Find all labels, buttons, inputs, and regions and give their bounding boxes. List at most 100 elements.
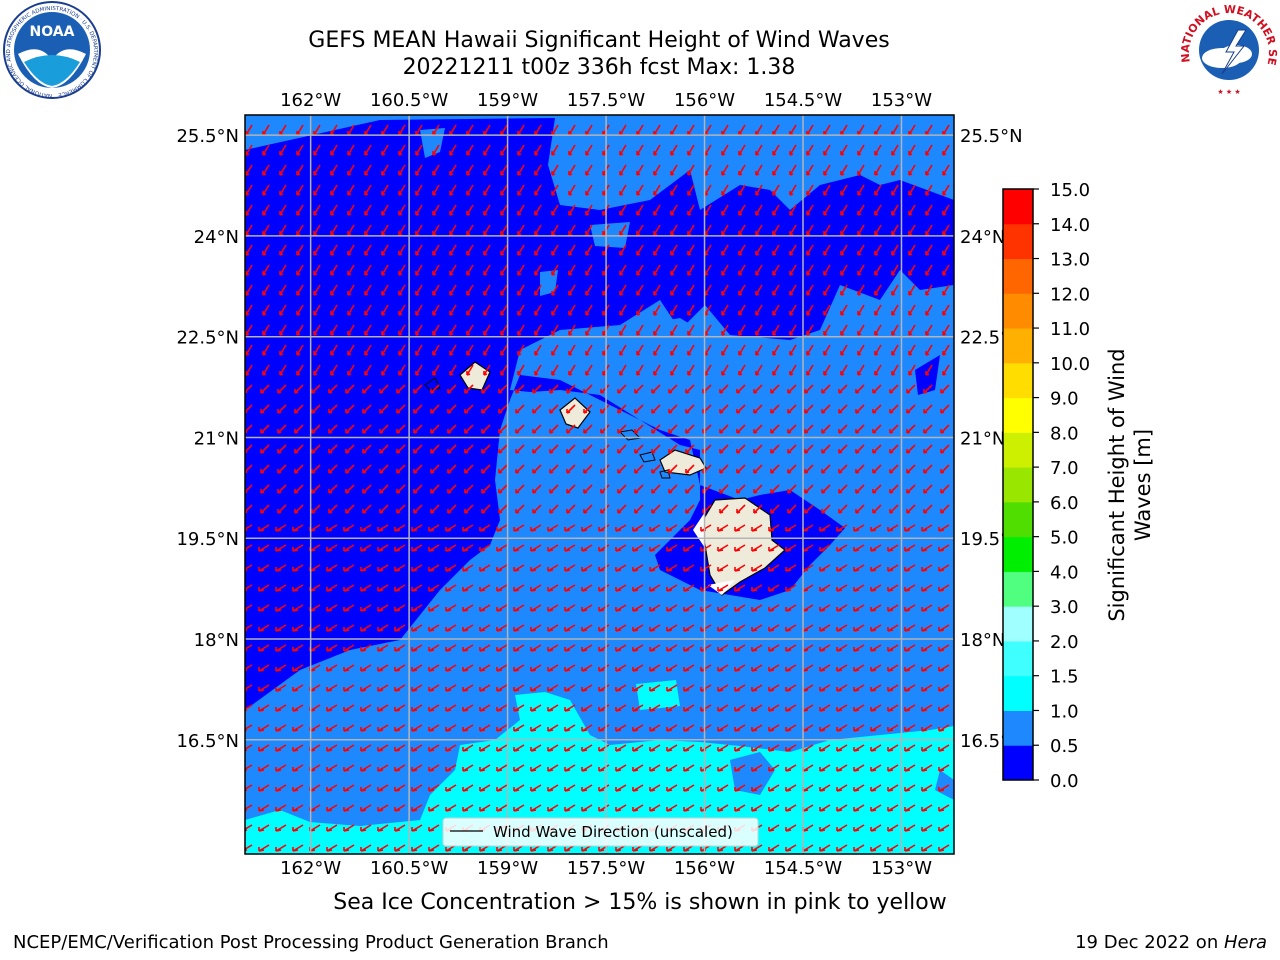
- wind-arrow: [294, 484, 304, 494]
- wind-arrow: [717, 624, 729, 632]
- wind-arrow: [857, 204, 865, 216]
- wind-arrow: [717, 724, 729, 732]
- wind-arrow: [598, 744, 610, 752]
- wind-arrow: [464, 424, 474, 434]
- wind-arrow: [921, 644, 933, 652]
- wind-arrow: [789, 204, 797, 216]
- wind-arrow: [479, 804, 491, 812]
- wind-arrow: [581, 524, 593, 532]
- wind-arrow: [411, 844, 423, 852]
- wind-arrow: [275, 664, 287, 672]
- lat-tick-label-right: 21°N: [960, 428, 1005, 449]
- wind-arrow: [853, 524, 865, 532]
- wind-arrow: [292, 764, 304, 772]
- wind-arrow: [449, 224, 457, 236]
- wind-arrow: [447, 404, 457, 414]
- wind-arrow: [666, 744, 678, 752]
- wind-arrow: [819, 724, 831, 732]
- wind-arrow: [925, 244, 933, 256]
- wind-arrow: [619, 324, 627, 336]
- wind-arrow: [432, 244, 440, 256]
- wind-arrow: [687, 344, 695, 356]
- wind-arrow: [496, 804, 508, 812]
- wind-arrow: [891, 184, 899, 196]
- wind-arrow: [432, 264, 440, 276]
- wind-arrow: [432, 224, 440, 236]
- wind-arrow: [364, 304, 372, 316]
- wind-arrow: [464, 464, 474, 474]
- wind-arrow: [415, 344, 423, 356]
- wind-arrow: [530, 724, 542, 732]
- wind-arrow: [498, 444, 508, 454]
- wind-arrow: [398, 284, 406, 296]
- wind-arrow: [411, 824, 423, 832]
- wind-arrow: [753, 404, 763, 414]
- wind-arrow: [838, 404, 848, 414]
- wind-arrow: [738, 204, 746, 216]
- wind-arrow: [534, 224, 542, 236]
- lat-tick-label-left: 25.5°N: [176, 126, 239, 147]
- wind-arrow: [619, 224, 627, 236]
- wind-arrow: [275, 584, 287, 592]
- wind-arrow: [683, 544, 695, 552]
- wind-arrow: [683, 744, 695, 752]
- wind-arrow: [649, 724, 661, 732]
- wind-arrow: [649, 664, 661, 672]
- wind-arrow: [938, 704, 950, 712]
- wind-arrow: [823, 224, 831, 236]
- wind-arrow: [343, 724, 355, 732]
- wind-arrow: [751, 524, 763, 532]
- wind-arrow: [311, 404, 321, 414]
- wind-arrow: [326, 604, 338, 612]
- wind-arrow: [853, 764, 865, 772]
- wind-arrow: [785, 704, 797, 712]
- wind-arrow: [326, 824, 338, 832]
- wind-arrow: [551, 324, 559, 336]
- wind-arrow: [768, 704, 780, 712]
- wind-arrow: [498, 424, 508, 434]
- wind-arrow: [821, 404, 831, 414]
- wind-arrow: [260, 504, 270, 514]
- wind-arrow: [530, 704, 542, 712]
- wind-arrow: [687, 364, 695, 376]
- wind-arrow: [411, 524, 423, 532]
- wind-arrow: [275, 524, 287, 532]
- wind-arrow: [360, 824, 372, 832]
- wind-arrow: [823, 304, 831, 316]
- lat-tick-label-left: 16.5°N: [176, 731, 239, 752]
- wind-arrow: [668, 384, 678, 394]
- wind-arrow: [819, 824, 831, 832]
- colorbar-label-line1: Significant Height of Wind: [1105, 348, 1129, 621]
- wind-arrow: [330, 144, 338, 156]
- wind-arrow: [617, 484, 627, 494]
- wind-arrow: [326, 564, 338, 572]
- wind-arrow: [908, 164, 916, 176]
- wind-arrow: [649, 544, 661, 552]
- wind-arrow: [687, 304, 695, 316]
- colorbar-segment: [1003, 501, 1033, 538]
- wind-arrow: [619, 244, 627, 256]
- lon-tick-label-top: 156°W: [674, 90, 735, 111]
- wind-arrow: [483, 244, 491, 256]
- wind-arrow: [636, 284, 644, 296]
- wind-arrow: [717, 584, 729, 592]
- lon-tick-label-bottom: 162°W: [280, 858, 341, 879]
- wind-arrow: [245, 284, 253, 296]
- wind-arrow: [819, 524, 831, 532]
- wind-arrow: [549, 424, 559, 434]
- wind-arrow: [292, 604, 304, 612]
- wind-arrow: [568, 284, 576, 296]
- wind-arrow: [666, 564, 678, 572]
- wind-arrow: [889, 444, 899, 454]
- wind-arrow: [430, 384, 440, 394]
- wind-arrow: [785, 584, 797, 592]
- wind-arrow: [789, 144, 797, 156]
- wind-arrow: [515, 424, 525, 434]
- island-kauai: [459, 361, 491, 391]
- wind-arrow: [415, 184, 423, 196]
- lat-tick-label-left: 19.5°N: [176, 529, 239, 550]
- wind-arrow: [906, 384, 916, 394]
- wind-arrow: [753, 464, 763, 474]
- wind-arrow: [413, 484, 423, 494]
- wind-arrow: [496, 584, 508, 592]
